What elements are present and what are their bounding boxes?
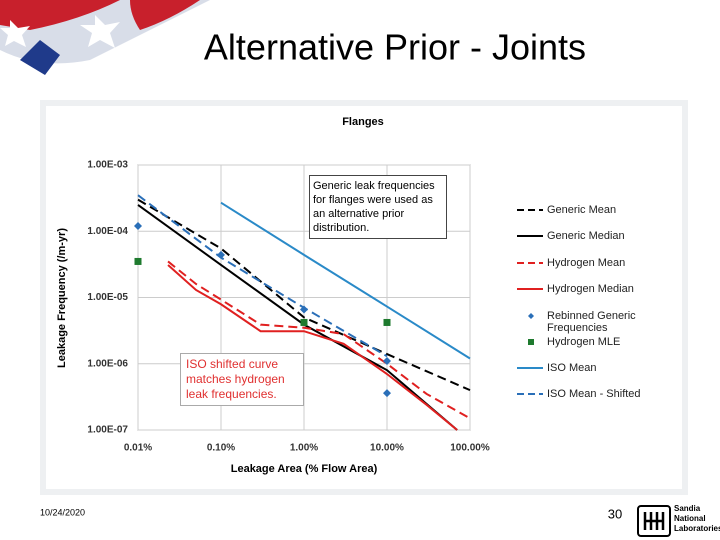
legend-marker — [528, 339, 534, 345]
slide-title: Alternative Prior - Joints — [204, 27, 586, 68]
y-tick-label: 1.00E-07 — [87, 425, 128, 436]
y-tick-label: 1.00E-04 — [87, 226, 128, 237]
x-tick-label: 100.00% — [450, 443, 490, 454]
series-line — [167, 264, 458, 431]
page-number: 30 — [608, 506, 622, 521]
legend-marker — [528, 313, 534, 319]
legend-label: Rebinned Generic Frequencies — [547, 310, 636, 334]
x-tick-label: 0.01% — [124, 443, 152, 454]
x-tick-label: 10.00% — [370, 443, 404, 454]
annotation-box: ISO shifted curve matches hydrogen leak … — [180, 353, 304, 406]
annotation-box: Generic leak frequencies for flanges wer… — [309, 175, 447, 239]
y-tick-label: 1.00E-06 — [87, 358, 128, 369]
series-line — [167, 260, 471, 420]
point — [134, 222, 142, 231]
series-line — [137, 198, 471, 392]
point — [300, 318, 308, 326]
date: 10/24/2020 — [40, 507, 85, 517]
legend-label: Hydrogen Median — [547, 283, 634, 295]
point — [383, 389, 391, 398]
legend-label: Hydrogen MLE — [547, 336, 621, 348]
x-axis-label: Leakage Area (% Flow Area) — [231, 463, 378, 475]
point — [383, 357, 391, 366]
y-tick-label: 1.00E-03 — [87, 160, 128, 171]
flag-banner — [0, 0, 210, 75]
point — [134, 257, 142, 265]
legend-label: Generic Median — [547, 230, 625, 242]
logo — [637, 505, 671, 537]
legend-label: Generic Mean — [547, 204, 617, 216]
series-line — [220, 201, 471, 360]
logo-text: National — [674, 514, 706, 523]
logo-text: Sandia — [674, 504, 701, 513]
legend-label: Hydrogen Mean — [547, 257, 626, 269]
point — [383, 318, 391, 326]
legend-label: ISO Mean — [547, 362, 597, 374]
x-tick-label: 1.00% — [290, 443, 318, 454]
y-axis-label: Leakage Frequency (/m-yr) — [56, 228, 68, 368]
legend-label: ISO Mean - Shifted — [547, 388, 641, 400]
y-tick-label: 1.00E-05 — [87, 292, 128, 303]
chart-title: Flanges — [342, 116, 384, 128]
x-tick-label: 0.10% — [207, 443, 235, 454]
logo-text: Laboratories — [674, 524, 720, 533]
